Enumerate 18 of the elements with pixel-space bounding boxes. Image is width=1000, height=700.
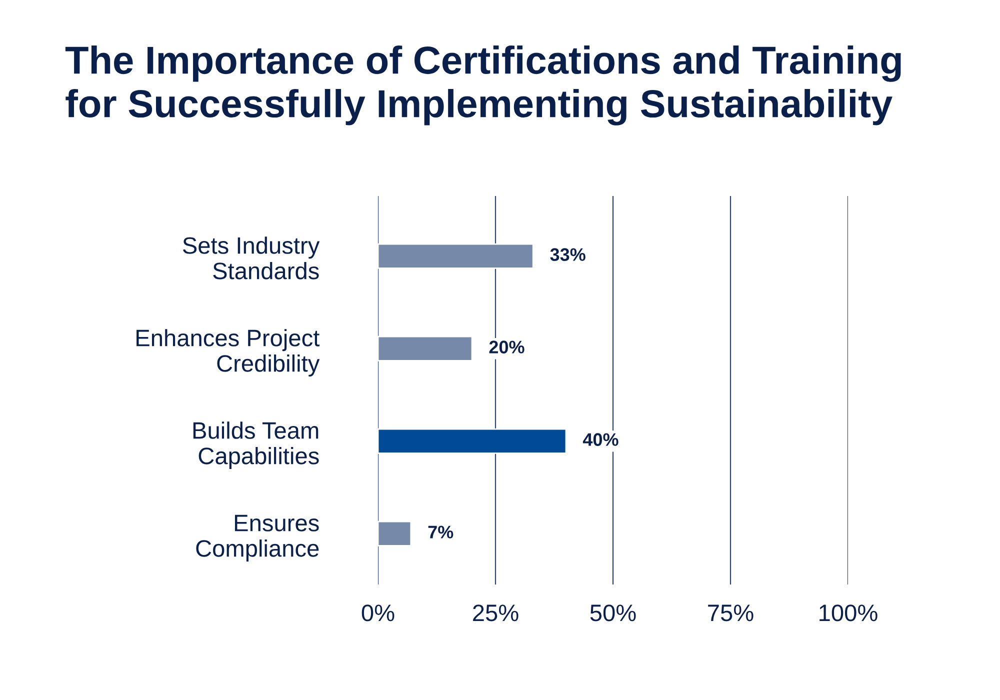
- bar: [378, 428, 567, 454]
- bar: [378, 336, 473, 362]
- data-label: 7%: [428, 526, 454, 538]
- x-tick-label: 50%: [590, 604, 636, 622]
- data-label: 20%: [489, 340, 524, 354]
- x-tick-label: 0%: [362, 604, 394, 622]
- x-tick-label: 75%: [708, 604, 754, 622]
- x-tick-label: 25%: [473, 604, 518, 622]
- data-label: 40%: [582, 433, 618, 446]
- y-tick-label: Ensures Compliance: [196, 514, 319, 562]
- data-label: 33%: [550, 248, 586, 261]
- y-tick-label: Enhances Project Credibility: [136, 329, 320, 377]
- x-tick-label: 100%: [820, 604, 878, 622]
- chart-title: The Importance of Certifications and Training for Successfully Implementing Sustainability: [65, 46, 901, 126]
- bar: [378, 243, 534, 269]
- bar: [378, 520, 412, 546]
- y-tick-label: Sets Industry Standards: [182, 236, 320, 280]
- y-tick-label: Builds Team Capabilities: [193, 422, 319, 470]
